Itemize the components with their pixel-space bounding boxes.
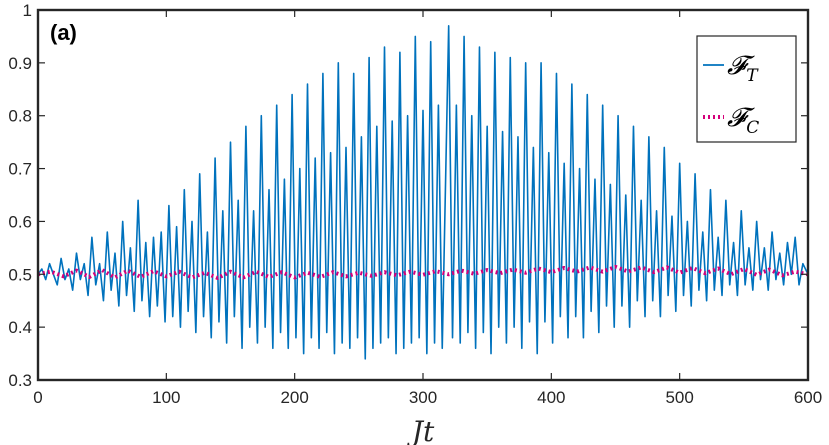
plot-area <box>38 10 808 380</box>
ticks-layer: 0 100 200 300 400 500 600 0.3 0.4 0.5 0.6 0.7 0.8 0.9… <box>8 1 822 407</box>
series-layer <box>37 25 809 360</box>
series-line-fc <box>37 264 809 280</box>
y-tick-label: 0.9 <box>8 54 32 73</box>
x-tick-label: 0 <box>33 388 42 407</box>
legend: 𝓕T 𝓕C <box>696 35 797 143</box>
y-tick-label: 0.4 <box>8 318 32 337</box>
y-tick-label: 0.3 <box>8 371 32 390</box>
legend-label-ft: 𝓕T <box>727 51 759 86</box>
x-tick-label: 100 <box>152 388 180 407</box>
y-tick-label: 0.7 <box>8 160 32 179</box>
legend-label-fc: 𝓕C <box>727 103 759 138</box>
y-tick-label: 0.6 <box>8 212 32 231</box>
y-tick-label: 0.5 <box>8 265 32 284</box>
x-tick-label: 200 <box>280 388 308 407</box>
x-axis-label: Jt <box>407 415 435 445</box>
y-tick-label: 1 <box>23 1 32 20</box>
y-tick-label: 0.8 <box>8 107 32 126</box>
x-tick-label: 300 <box>409 388 437 407</box>
panel-label: (a) <box>50 20 77 45</box>
axes-box <box>36 8 810 382</box>
x-tick-label: 500 <box>665 388 693 407</box>
legend-box <box>696 35 797 143</box>
series-line-ft <box>37 25 809 360</box>
x-tick-label: 400 <box>537 388 565 407</box>
legend-sub-fc: C <box>746 118 759 138</box>
legend-sub-ft: T <box>746 66 759 86</box>
x-tick-label: 600 <box>794 388 822 407</box>
